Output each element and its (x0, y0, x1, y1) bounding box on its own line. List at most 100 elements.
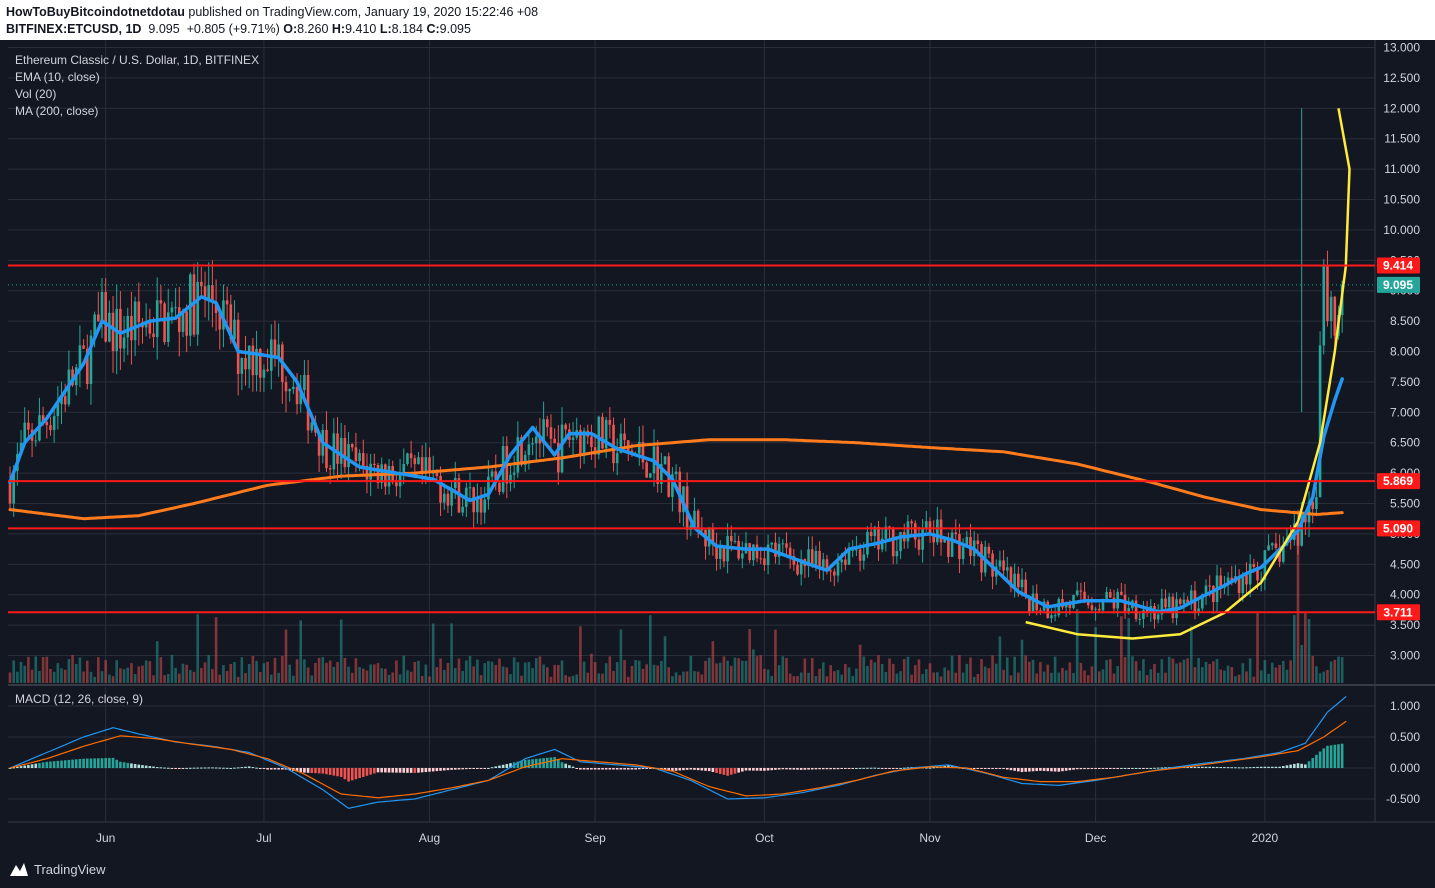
candle-body (1050, 615, 1053, 619)
volume-bar (958, 655, 961, 683)
symbol-label[interactable]: BITFINEX:ETCUSD, 1D (6, 22, 142, 36)
level-price-tag (1377, 604, 1420, 621)
candle-body (590, 436, 593, 448)
author-name[interactable]: HowToBuyBitcoindotnetdotau (6, 5, 185, 19)
macd-histogram-bar (1031, 768, 1035, 772)
legend-ma[interactable]: MA (200, close) (15, 104, 99, 118)
macd-histogram-bar (1259, 766, 1263, 768)
candle-body (862, 554, 866, 561)
candle-body (1311, 501, 1315, 509)
legend-macd[interactable]: MACD (12, 26, close, 9) (15, 692, 144, 706)
volume-bar (741, 660, 744, 683)
open-value: 8.260 (297, 22, 329, 36)
candle-body (1120, 591, 1123, 595)
candle-body (844, 559, 847, 565)
macd-histogram-bar (417, 768, 420, 773)
price-axis-tick-label: 12.500 (1383, 71, 1420, 85)
candle-body (255, 348, 258, 376)
candle-body (52, 416, 56, 430)
macd-histogram-bar (244, 766, 247, 768)
tradingview-logo-icon[interactable] (8, 860, 30, 878)
legend-vol[interactable]: Vol (20) (15, 87, 57, 101)
volume-bar (582, 661, 586, 683)
candle-body (104, 292, 107, 342)
macd-histogram-bar (1017, 768, 1020, 772)
volume-bar (821, 662, 825, 683)
macd-histogram-bar (1028, 768, 1031, 772)
volume-bar (634, 660, 637, 683)
candle-body (641, 441, 645, 463)
macd-histogram-bar (777, 768, 781, 770)
volume-bar (1145, 675, 1149, 683)
volume-bar (343, 657, 347, 683)
candle-body (207, 285, 211, 299)
volume-bar (755, 656, 759, 683)
candle-body (961, 546, 965, 560)
legend-ema[interactable]: EMA (10, close) (15, 70, 100, 84)
volume-bar (457, 658, 461, 683)
macd-histogram-bar (1219, 767, 1223, 769)
candle-body (247, 345, 251, 370)
candle-body (516, 437, 520, 473)
macd-histogram-bar (888, 768, 891, 769)
candle-body (531, 443, 534, 445)
candle-body (303, 374, 306, 391)
volume-bar (266, 661, 269, 683)
candle-body (498, 482, 501, 492)
price-axis-tick-label: 7.000 (1390, 405, 1420, 419)
volume-bar (969, 657, 972, 683)
candle-body (97, 314, 100, 322)
macd-histogram-bar (637, 768, 641, 770)
volume-bar (387, 674, 391, 683)
macd-histogram-bar (902, 767, 906, 769)
legend-title[interactable]: Ethereum Classic / U.S. Dollar, 1D, BITF… (15, 53, 260, 67)
macd-histogram-bar (619, 768, 623, 770)
candle-body (395, 482, 398, 487)
volume-bar (527, 662, 531, 683)
macd-histogram-bar (527, 759, 531, 768)
candle-body (880, 538, 884, 550)
tradingview-brand[interactable]: TradingView (34, 862, 106, 877)
volume-bar (545, 667, 549, 683)
volume-bar (770, 675, 774, 683)
macd-histogram-bar (1293, 763, 1296, 768)
macd-histogram-bar (976, 768, 980, 769)
volume-bar (1333, 659, 1337, 683)
macd-histogram-bar (1090, 768, 1094, 769)
candle-body (402, 464, 406, 475)
macd-histogram-bar (818, 768, 821, 770)
candle-body (671, 474, 674, 497)
low-value: 8.184 (391, 22, 423, 36)
macd-histogram-bar (288, 768, 291, 771)
candle-body (729, 536, 733, 542)
macd-histogram-bar (1289, 764, 1292, 768)
macd-histogram-bar (384, 768, 387, 773)
macd-histogram-bar (152, 766, 155, 768)
macd-histogram-bar (799, 768, 803, 770)
volume-bar (803, 658, 807, 683)
candle-body (266, 369, 269, 371)
candle-body (1201, 594, 1204, 609)
macd-histogram-bar (317, 768, 321, 774)
price-axis-tick-label: 13.000 (1383, 41, 1420, 55)
volume-bar (1178, 662, 1182, 683)
candle-body (1086, 601, 1090, 606)
macd-histogram-bar (251, 767, 255, 769)
macd-histogram-bar (233, 767, 236, 769)
candle-body (435, 472, 439, 477)
volume-bar (144, 660, 148, 683)
candle-body (534, 436, 538, 444)
macd-histogram-bar (314, 768, 317, 774)
volume-bar (1241, 663, 1245, 683)
volume-bar (1329, 661, 1333, 683)
candle-body (479, 497, 483, 513)
volume-bar (141, 665, 144, 683)
volume-bar (711, 641, 715, 683)
volume-bar (564, 675, 567, 683)
volume-bar (273, 657, 277, 683)
candle-body (277, 344, 280, 357)
candle-body (406, 453, 409, 465)
candle-body (49, 425, 52, 430)
